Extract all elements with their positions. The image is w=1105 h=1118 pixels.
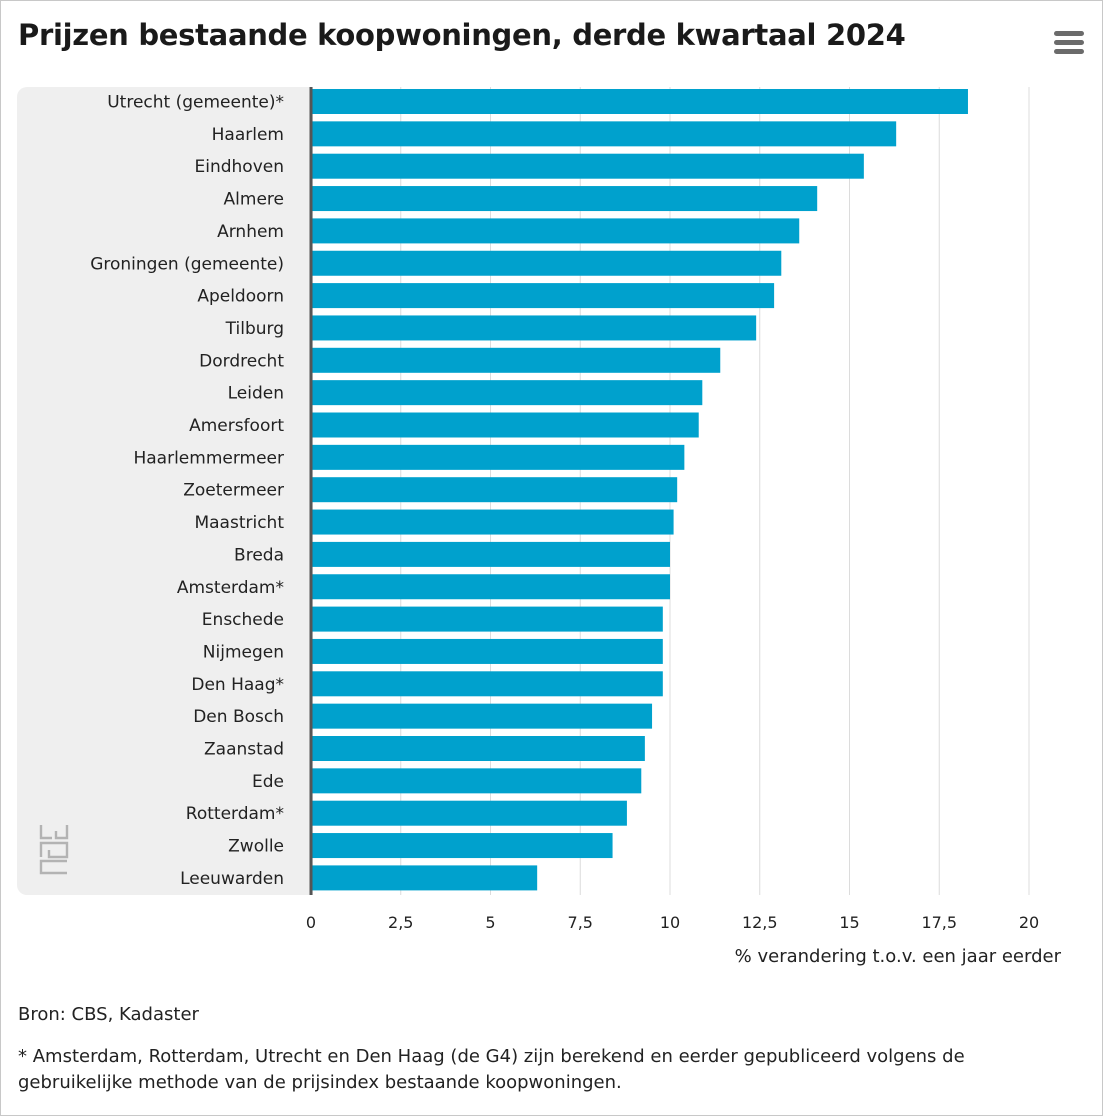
x-tick-label: 2,5: [388, 913, 413, 932]
bar[interactable]: [311, 186, 818, 212]
category-label: Zwolle: [228, 837, 284, 857]
bar[interactable]: [311, 153, 864, 179]
bar[interactable]: [311, 638, 663, 664]
bar[interactable]: [311, 121, 897, 147]
bar[interactable]: [311, 703, 653, 729]
x-tick-label: 7,5: [568, 913, 593, 932]
bar[interactable]: [311, 412, 699, 438]
category-label: Amersfoort: [189, 416, 284, 436]
bar[interactable]: [311, 509, 674, 535]
category-label: Utrecht (gemeente)*: [107, 93, 284, 113]
category-label: Den Haag*: [191, 675, 284, 695]
category-label: Dordrecht: [199, 351, 284, 371]
x-tick-label: 15: [839, 913, 859, 932]
x-tick-label: 17,5: [921, 913, 957, 932]
category-label-panel: [17, 87, 313, 895]
bar[interactable]: [311, 347, 721, 373]
category-label: Ede: [252, 772, 284, 792]
bar[interactable]: [311, 283, 775, 309]
category-label: Nijmegen: [203, 642, 284, 662]
hamburger-menu-icon[interactable]: [1054, 31, 1086, 55]
x-axis-ticks: 0 2,5 5 7,5 10 12,5 15 17,5 20: [306, 913, 1039, 932]
category-label: Zaanstad: [204, 740, 284, 760]
bar[interactable]: [311, 477, 678, 503]
bar[interactable]: [311, 574, 670, 600]
category-label: Zoetermeer: [183, 481, 284, 501]
category-label: Apeldoorn: [197, 287, 284, 307]
x-tick-label: 0: [306, 913, 316, 932]
category-label: Leiden: [228, 384, 284, 404]
category-label: Groningen (gemeente): [90, 254, 284, 274]
category-label: Eindhoven: [195, 157, 285, 177]
footnote-text: * Amsterdam, Rotterdam, Utrecht en Den H…: [18, 1046, 965, 1093]
category-labels: Utrecht (gemeente)* Haarlem Eindhoven Almer…: [90, 93, 284, 889]
category-label: Enschede: [202, 610, 284, 630]
category-label: Haarlemmermeer: [133, 448, 284, 468]
bar[interactable]: [311, 218, 800, 244]
cbs-logo-icon: [39, 825, 69, 875]
x-axis-title: % verandering t.o.v. een jaar eerder: [734, 946, 1061, 967]
x-tick-label: 12,5: [742, 913, 778, 932]
category-label: Leeuwarden: [180, 869, 284, 889]
bar[interactable]: [311, 541, 670, 567]
bar[interactable]: [311, 671, 663, 697]
category-label: Amsterdam*: [177, 578, 284, 598]
category-label: Den Bosch: [193, 707, 284, 727]
x-tick-label: 20: [1019, 913, 1039, 932]
source-text: Bron: CBS, Kadaster: [18, 1004, 199, 1025]
bar[interactable]: [311, 865, 538, 891]
x-tick-label: 10: [660, 913, 680, 932]
category-label: Arnhem: [217, 222, 284, 242]
bar[interactable]: [311, 736, 645, 761]
x-tick-label: 5: [485, 913, 495, 932]
bar[interactable]: [311, 89, 968, 114]
bar[interactable]: [311, 833, 613, 859]
category-label: Breda: [234, 545, 284, 565]
bar[interactable]: [311, 606, 663, 632]
bar[interactable]: [311, 800, 627, 826]
bar[interactable]: [311, 768, 642, 794]
bar[interactable]: [311, 315, 757, 341]
bar[interactable]: [311, 250, 782, 276]
category-label: Tilburg: [225, 319, 284, 339]
category-label: Haarlem: [212, 125, 284, 145]
chart-title: Prijzen bestaande koopwoningen, derde kw…: [18, 18, 906, 52]
category-label: Maastricht: [194, 513, 284, 533]
category-label: Rotterdam*: [186, 804, 284, 824]
bar[interactable]: [311, 380, 703, 406]
bars: [311, 89, 968, 891]
category-label: Almere: [224, 190, 284, 210]
bar[interactable]: [311, 444, 685, 470]
